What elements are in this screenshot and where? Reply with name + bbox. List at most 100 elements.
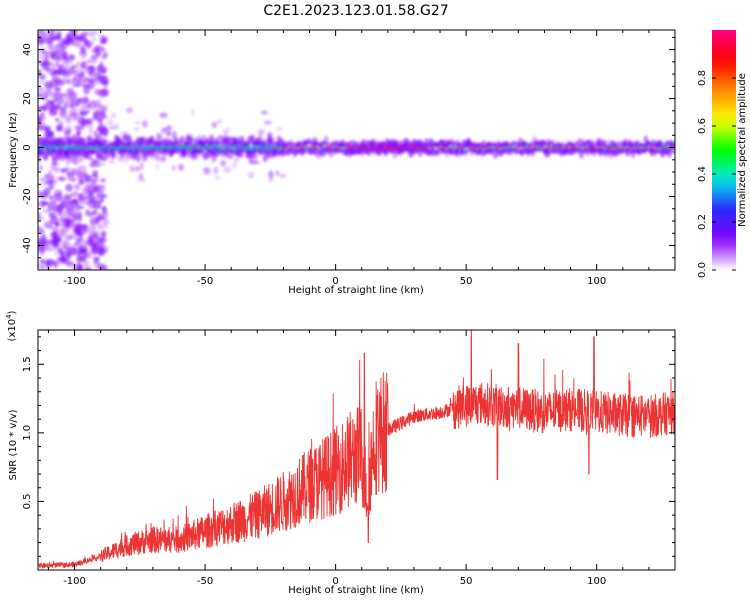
- heatmap-cell: [138, 178, 147, 183]
- heatmap-cell: [248, 156, 254, 165]
- heatmap-cell: [79, 196, 88, 205]
- heatmap-cell: [88, 33, 94, 38]
- heatmap-cell: [225, 127, 232, 131]
- spectrogram-x-ticks: -100 -50 0 50 100: [47, 30, 676, 287]
- heatmap-cell: [52, 76, 61, 83]
- x-tick-label: 50: [460, 576, 473, 587]
- heatmap-cell: [45, 60, 51, 66]
- heatmap-cell: [80, 99, 86, 108]
- heatmap-cell: [154, 164, 160, 170]
- spectrogram-heatmap: [38, 30, 675, 270]
- heatmap-cell: [54, 63, 60, 68]
- heatmap-cell: [72, 116, 79, 121]
- heatmap-cell: [51, 154, 57, 162]
- snr-y-scale-base: (x10: [7, 319, 18, 342]
- heatmap-cell: [86, 103, 92, 109]
- colorbar-tick-label: 0.6: [697, 118, 708, 134]
- heatmap-cell: [48, 194, 54, 201]
- heatmap-cell: [91, 160, 97, 166]
- heatmap-cell: [189, 137, 195, 143]
- heatmap-cell: [203, 166, 211, 175]
- heatmap-cell: [95, 238, 103, 244]
- heatmap-cell: [85, 267, 91, 270]
- heatmap-cell: [66, 78, 71, 85]
- heatmap-cell: [69, 106, 78, 116]
- heatmap-cell: [66, 128, 72, 134]
- heatmap-cell: [58, 92, 66, 98]
- snr-y-ticks: 0.5 1.0 1.5: [22, 336, 675, 557]
- heatmap-cell: [97, 109, 106, 116]
- heatmap-cell: [213, 166, 219, 175]
- heatmap-cell: [98, 75, 108, 79]
- heatmap-cell: [38, 116, 42, 124]
- heatmap-cell: [60, 258, 70, 264]
- heatmap-cell: [65, 183, 74, 192]
- heatmap-cell: [85, 209, 90, 217]
- heatmap-cell: [71, 248, 80, 256]
- heatmap-cell: [43, 259, 52, 266]
- heatmap-cell: [89, 72, 97, 80]
- heatmap-cell: [98, 130, 104, 138]
- heatmap-cell: [55, 82, 65, 87]
- heatmap-cell: [39, 61, 45, 66]
- heatmap-cell: [42, 50, 52, 55]
- colorbar-tick-label: 0.0: [697, 262, 708, 278]
- snr-frame: [37, 329, 676, 571]
- heatmap-cell: [39, 178, 48, 187]
- heatmap-cell: [52, 242, 60, 248]
- heatmap-cell: [69, 103, 78, 107]
- spectrogram-y-label: Frequency (Hz): [8, 112, 19, 188]
- snr-y-label: SNR (10 * v/v): [8, 409, 19, 480]
- colorbar: 0.0 0.2 0.4 0.6 0.8 Normalized spectral ampl…: [697, 30, 748, 278]
- heatmap-cell: [276, 127, 283, 131]
- heatmap-cell: [49, 90, 55, 99]
- heatmap-cell: [38, 164, 44, 172]
- heatmap-cell: [44, 133, 50, 141]
- heatmap-cell: [57, 65, 64, 70]
- heatmap-cell: [118, 155, 124, 162]
- heatmap-cell: [57, 124, 63, 132]
- heatmap-cell: [89, 231, 96, 238]
- heatmap-cell: [90, 57, 98, 65]
- heatmap-cell: [92, 255, 100, 262]
- heatmap-cell: [71, 228, 80, 233]
- heatmap-cell: [88, 120, 93, 126]
- heatmap-cell: [63, 217, 72, 225]
- heatmap-cell: [38, 80, 45, 85]
- heatmap-cell: [83, 183, 91, 191]
- heatmap-cell: [247, 171, 255, 179]
- colorbar-tick-label: 0.8: [697, 70, 708, 86]
- spectrogram-y-ticks: -40 -20 0 20 40: [22, 36, 675, 271]
- heatmap-cell: [48, 110, 58, 116]
- heatmap-cell: [76, 267, 82, 270]
- heatmap-cell: [44, 179, 53, 185]
- heatmap-cell: [56, 247, 63, 253]
- heatmap-cell: [54, 189, 63, 198]
- heatmap-cell: [50, 45, 60, 54]
- snr-x-ticks: -100 -50 0 50 100: [47, 330, 676, 587]
- heatmap-cell: [95, 45, 105, 53]
- heatmap-cell: [62, 72, 67, 81]
- heatmap-cell: [63, 101, 70, 109]
- heatmap-cell: [60, 157, 66, 162]
- heatmap-cell: [52, 260, 60, 267]
- heatmap-cell: [80, 50, 87, 59]
- heatmap-cell: [38, 244, 46, 254]
- heatmap-cell: [64, 43, 73, 47]
- heatmap-cell: [40, 92, 49, 101]
- heatmap-cell: [65, 203, 72, 208]
- heatmap-cell: [38, 201, 44, 208]
- heatmap-cell: [100, 178, 106, 183]
- heatmap-cell: [52, 162, 58, 166]
- heatmap-cell: [57, 54, 66, 61]
- heatmap-cell: [77, 116, 85, 125]
- x-tick-label: -100: [63, 576, 86, 587]
- heatmap-cell: [75, 237, 82, 243]
- heatmap-cell: [65, 158, 70, 166]
- heatmap-cell: [165, 131, 172, 137]
- heatmap-cell: [68, 199, 78, 203]
- svg-text:(x104): (x104): [5, 310, 18, 341]
- heatmap-cell: [76, 205, 85, 210]
- heatmap-cell: [65, 176, 72, 181]
